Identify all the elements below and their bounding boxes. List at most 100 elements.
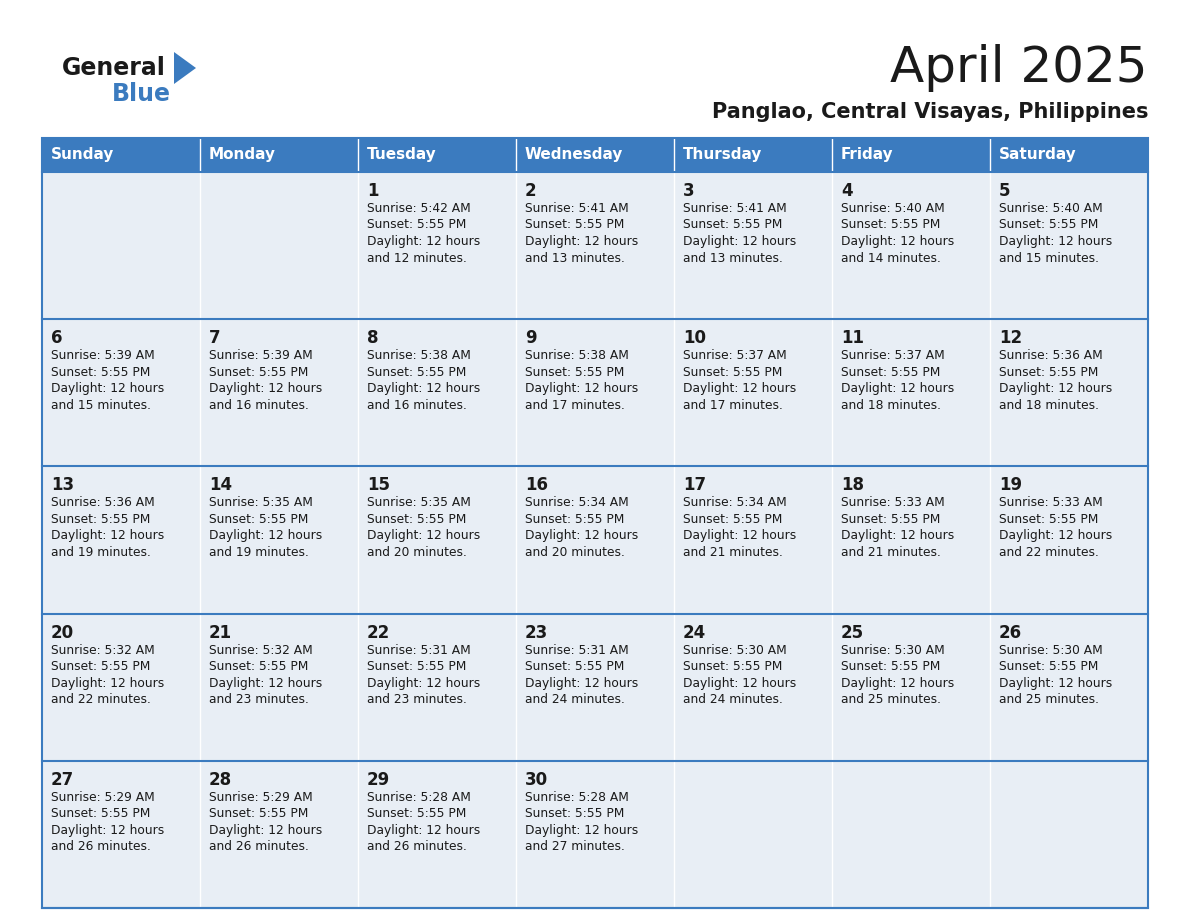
Text: Daylight: 12 hours: Daylight: 12 hours [367, 235, 480, 248]
Text: Daylight: 12 hours: Daylight: 12 hours [999, 235, 1112, 248]
Text: Sunrise: 5:38 AM: Sunrise: 5:38 AM [367, 349, 470, 363]
Text: Sunrise: 5:36 AM: Sunrise: 5:36 AM [51, 497, 154, 509]
Text: Sunset: 5:55 PM: Sunset: 5:55 PM [51, 513, 151, 526]
Text: Sunset: 5:55 PM: Sunset: 5:55 PM [683, 660, 783, 673]
Text: Sunrise: 5:41 AM: Sunrise: 5:41 AM [683, 202, 786, 215]
Bar [358, 138, 516, 172]
Text: 21: 21 [209, 623, 232, 642]
Text: Sunset: 5:55 PM: Sunset: 5:55 PM [525, 365, 625, 379]
Text: and 18 minutes.: and 18 minutes. [999, 398, 1099, 411]
Bar [42, 138, 200, 172]
Text: and 26 minutes.: and 26 minutes. [51, 840, 151, 854]
Text: 20: 20 [51, 623, 74, 642]
Text: 12: 12 [999, 330, 1022, 347]
Bar [990, 466, 1148, 613]
Text: 11: 11 [841, 330, 864, 347]
Text: April 2025: April 2025 [891, 44, 1148, 92]
Text: Sunrise: 5:39 AM: Sunrise: 5:39 AM [51, 349, 154, 363]
Text: 9: 9 [525, 330, 537, 347]
Bar [832, 466, 990, 613]
Bar [42, 172, 200, 319]
Text: Sunset: 5:55 PM: Sunset: 5:55 PM [841, 513, 941, 526]
Text: Daylight: 12 hours: Daylight: 12 hours [51, 530, 164, 543]
Text: and 15 minutes.: and 15 minutes. [51, 398, 151, 411]
Text: 22: 22 [367, 623, 390, 642]
Text: Daylight: 12 hours: Daylight: 12 hours [367, 530, 480, 543]
Text: and 18 minutes.: and 18 minutes. [841, 398, 941, 411]
Text: Daylight: 12 hours: Daylight: 12 hours [683, 677, 796, 689]
Text: and 26 minutes.: and 26 minutes. [367, 840, 467, 854]
Text: Sunset: 5:55 PM: Sunset: 5:55 PM [999, 513, 1099, 526]
Bar [358, 319, 516, 466]
Text: and 26 minutes.: and 26 minutes. [209, 840, 309, 854]
Text: Blue: Blue [112, 82, 171, 106]
Text: and 19 minutes.: and 19 minutes. [51, 546, 151, 559]
Text: Sunrise: 5:29 AM: Sunrise: 5:29 AM [209, 790, 312, 804]
Text: and 16 minutes.: and 16 minutes. [367, 398, 467, 411]
Text: and 20 minutes.: and 20 minutes. [367, 546, 467, 559]
Text: Daylight: 12 hours: Daylight: 12 hours [525, 677, 638, 689]
Text: Daylight: 12 hours: Daylight: 12 hours [525, 235, 638, 248]
Text: Sunset: 5:55 PM: Sunset: 5:55 PM [841, 660, 941, 673]
Bar [358, 613, 516, 761]
Text: and 17 minutes.: and 17 minutes. [525, 398, 625, 411]
Text: Sunset: 5:55 PM: Sunset: 5:55 PM [209, 365, 309, 379]
Text: and 27 minutes.: and 27 minutes. [525, 840, 625, 854]
Text: 8: 8 [367, 330, 379, 347]
Text: Sunrise: 5:35 AM: Sunrise: 5:35 AM [209, 497, 312, 509]
Text: Daylight: 12 hours: Daylight: 12 hours [209, 823, 322, 837]
Text: Thursday: Thursday [683, 148, 763, 162]
Text: and 12 minutes.: and 12 minutes. [367, 252, 467, 264]
Text: and 25 minutes.: and 25 minutes. [999, 693, 1099, 706]
Text: and 23 minutes.: and 23 minutes. [367, 693, 467, 706]
Bar [990, 172, 1148, 319]
Bar [200, 761, 358, 908]
Bar [674, 613, 832, 761]
Text: Sunset: 5:55 PM: Sunset: 5:55 PM [999, 365, 1099, 379]
Text: Sunset: 5:55 PM: Sunset: 5:55 PM [367, 513, 467, 526]
Text: Sunrise: 5:42 AM: Sunrise: 5:42 AM [367, 202, 470, 215]
Bar [674, 466, 832, 613]
Text: Sunrise: 5:29 AM: Sunrise: 5:29 AM [51, 790, 154, 804]
Text: 6: 6 [51, 330, 63, 347]
Text: Sunset: 5:55 PM: Sunset: 5:55 PM [51, 807, 151, 821]
Text: Daylight: 12 hours: Daylight: 12 hours [525, 530, 638, 543]
Text: Sunrise: 5:28 AM: Sunrise: 5:28 AM [525, 790, 628, 804]
Bar [990, 613, 1148, 761]
Text: Sunset: 5:55 PM: Sunset: 5:55 PM [841, 218, 941, 231]
Text: Sunset: 5:55 PM: Sunset: 5:55 PM [683, 513, 783, 526]
Text: Sunrise: 5:38 AM: Sunrise: 5:38 AM [525, 349, 628, 363]
Text: Sunrise: 5:34 AM: Sunrise: 5:34 AM [525, 497, 628, 509]
Text: Sunset: 5:55 PM: Sunset: 5:55 PM [683, 218, 783, 231]
Bar [516, 172, 674, 319]
Bar [200, 466, 358, 613]
Bar [674, 172, 832, 319]
Polygon shape [173, 52, 196, 84]
Bar [516, 761, 674, 908]
Text: Sunset: 5:55 PM: Sunset: 5:55 PM [525, 218, 625, 231]
Text: 1: 1 [367, 182, 379, 200]
Bar [674, 138, 832, 172]
Text: 5: 5 [999, 182, 1011, 200]
Text: Daylight: 12 hours: Daylight: 12 hours [51, 677, 164, 689]
Text: 27: 27 [51, 771, 74, 789]
Bar [42, 613, 200, 761]
Bar [990, 319, 1148, 466]
Text: and 13 minutes.: and 13 minutes. [683, 252, 783, 264]
Text: Sunrise: 5:41 AM: Sunrise: 5:41 AM [525, 202, 628, 215]
Text: 2: 2 [525, 182, 537, 200]
Text: Sunset: 5:55 PM: Sunset: 5:55 PM [525, 807, 625, 821]
Text: and 23 minutes.: and 23 minutes. [209, 693, 309, 706]
Text: Sunrise: 5:40 AM: Sunrise: 5:40 AM [999, 202, 1102, 215]
Bar [358, 761, 516, 908]
Text: General: General [62, 56, 166, 80]
Bar [200, 319, 358, 466]
Text: 23: 23 [525, 623, 548, 642]
Text: 17: 17 [683, 476, 706, 495]
Text: 4: 4 [841, 182, 853, 200]
Text: Daylight: 12 hours: Daylight: 12 hours [367, 823, 480, 837]
Bar [674, 761, 832, 908]
Text: Daylight: 12 hours: Daylight: 12 hours [841, 677, 954, 689]
Bar [990, 761, 1148, 908]
Text: and 20 minutes.: and 20 minutes. [525, 546, 625, 559]
